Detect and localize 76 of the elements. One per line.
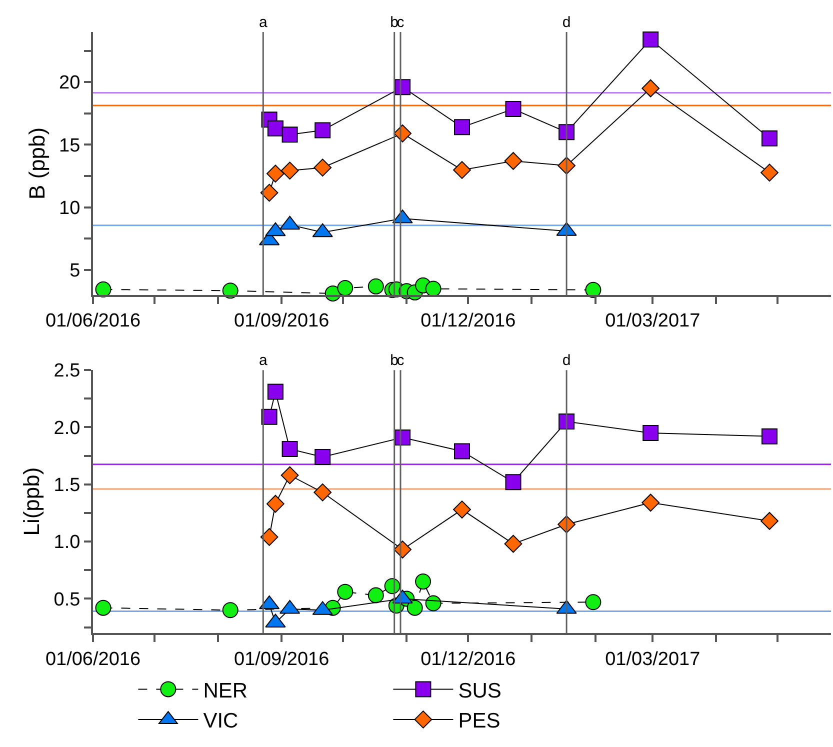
point [282,440,298,457]
point [260,528,278,546]
y-tick-label: 20 [59,72,80,94]
point [642,79,660,98]
point [314,448,331,465]
point [260,184,278,202]
y-tick-label: 15 [59,135,80,156]
point [504,152,522,170]
point [267,120,284,136]
point [642,32,659,48]
ref-line-label: d [562,14,571,31]
point [642,424,659,441]
x-tick-label: 01/12/2016 [420,310,516,332]
legend-label: NER [203,679,248,702]
point [282,126,298,143]
point [558,124,575,140]
point [425,280,442,297]
point [261,408,278,425]
legend-label: PES [458,710,500,733]
y-tick-label: 5 [70,260,80,282]
y-tick-label: 10 [59,198,80,219]
point [222,602,238,618]
point [95,281,112,298]
y-tick-label: 1.0 [54,532,80,554]
point [368,587,384,604]
legend-label: VIC [203,710,238,733]
point [95,600,112,616]
point [454,119,470,136]
ref-line-label: a [258,352,268,370]
ref-line-label: b [390,14,399,31]
y-tick-label: 0.5 [54,589,80,610]
y-axis-title: Li(ppb) [19,467,44,536]
point [558,414,575,430]
point [337,584,354,600]
y-tick-label: 1.5 [54,475,80,496]
point [314,158,332,177]
ref-line-label: d [562,352,571,370]
y-tick-label: 2.0 [54,418,80,439]
point [505,101,522,117]
ref-line-label: c [396,352,405,370]
point [267,384,284,400]
ref-line-label: c [396,14,405,31]
ref-line-label: b [390,352,399,370]
point [762,130,778,146]
legend-label: SUS [458,679,502,702]
y-axis-title: B (ppb) [24,127,50,200]
x-tick-label: 01/12/2016 [420,648,516,670]
point [280,466,299,484]
point [453,161,471,179]
point [425,595,442,612]
x-tick-label: 01/03/2017 [605,648,700,670]
point [314,483,332,502]
x-tick-label: 01/03/2017 [605,310,700,332]
point [266,494,284,513]
point [760,512,778,530]
point [760,164,778,182]
point [337,280,354,296]
x-tick-label: 01/06/2016 [45,310,141,332]
point [368,278,384,294]
point [585,594,602,610]
point [280,162,299,180]
point [505,474,522,490]
point [642,494,660,512]
point [406,600,423,616]
x-tick-label: 01/09/2016 [234,648,330,670]
point [762,428,778,444]
y-tick-label: 2.5 [54,360,80,382]
x-tick-label: 01/09/2016 [234,310,330,332]
point [266,164,284,183]
x-tick-label: 01/06/2016 [45,648,141,670]
point [504,534,522,553]
point [454,443,470,460]
ref-line-label: a [258,14,268,31]
point [314,122,331,138]
point [415,574,432,590]
point [453,500,471,518]
